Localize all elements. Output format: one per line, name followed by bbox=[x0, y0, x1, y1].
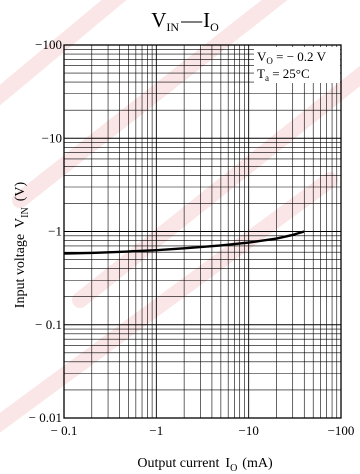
grid bbox=[64, 45, 341, 418]
watermark-stroke bbox=[0, 172, 338, 433]
title-left-sub: IN bbox=[166, 20, 179, 34]
y-axis-label: Input voltageVIN(V) bbox=[13, 181, 31, 308]
x-tick-label: −100 bbox=[328, 423, 355, 438]
plot-frame bbox=[63, 44, 342, 419]
watermark-stroke bbox=[72, 65, 360, 308]
condition-vo: VO = − 0.2 V bbox=[257, 49, 327, 66]
y-tick-label: − 0.01 bbox=[29, 410, 62, 425]
y-tick-label: −100 bbox=[35, 37, 62, 52]
x-tick-label: − 0.1 bbox=[51, 423, 78, 438]
y-tick-label: − 0.1 bbox=[35, 317, 62, 332]
y-tick-label: −10 bbox=[42, 130, 62, 145]
watermark-stroke bbox=[0, 0, 127, 106]
condition-ta: Ta = 25°C bbox=[257, 66, 310, 83]
x-tick-labels: − 0.1 −1 −10 −100 bbox=[51, 423, 355, 438]
title-separator: — bbox=[180, 8, 203, 32]
title-right-sub: O bbox=[210, 20, 219, 34]
series-group bbox=[63, 230, 305, 255]
y-tick-label: −1 bbox=[48, 224, 62, 239]
watermark bbox=[0, 0, 360, 433]
x-axis-label: Output current IO (mA) bbox=[137, 456, 273, 474]
watermark-stroke bbox=[12, 0, 288, 208]
x-tick-label: −10 bbox=[238, 423, 258, 438]
series-line bbox=[63, 230, 305, 255]
x-tick-label: −1 bbox=[149, 423, 163, 438]
chart-title: VIN—IO bbox=[151, 8, 219, 34]
y-tick-labels: − 0.01 − 0.1 −1 −10 −100 bbox=[29, 37, 62, 425]
title-right-main: I bbox=[203, 8, 210, 32]
title-left-main: V bbox=[151, 8, 166, 32]
conditions-box bbox=[254, 47, 340, 83]
